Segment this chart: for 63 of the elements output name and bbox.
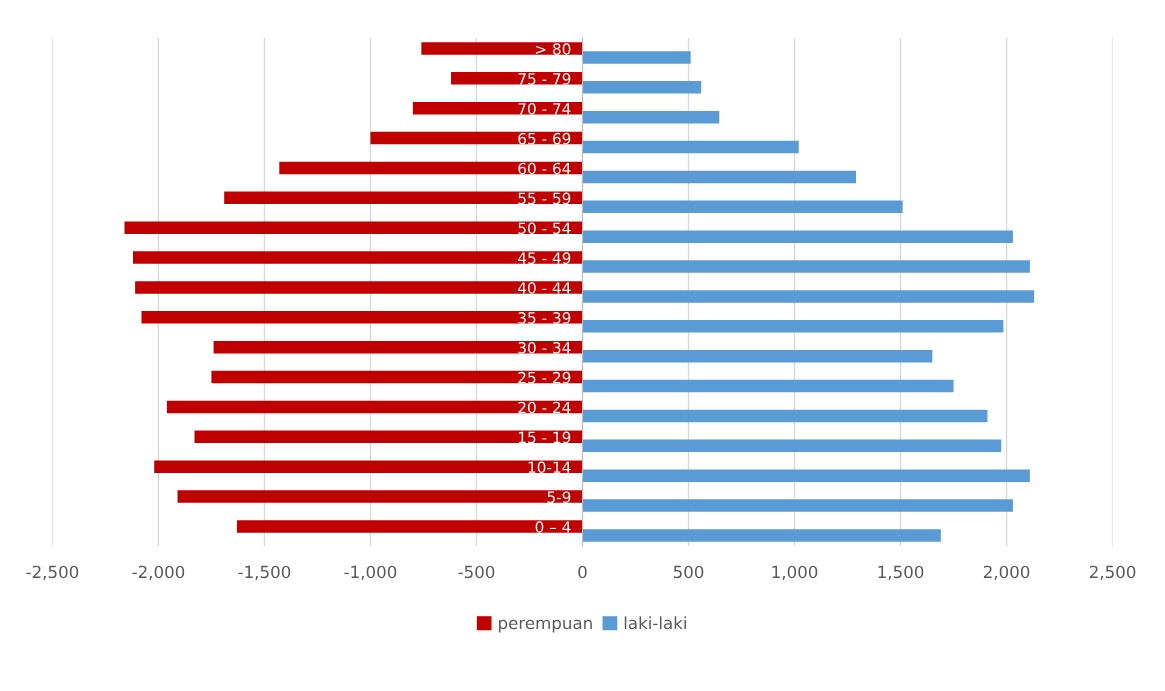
x-tick-label: 1,500 bbox=[878, 565, 924, 580]
y-tick-label: 60 - 64 bbox=[518, 162, 571, 175]
x-tick-label: -500 bbox=[458, 565, 495, 579]
bar bbox=[166, 400, 583, 414]
y-tick-label: 70 - 74 bbox=[518, 102, 571, 115]
bar bbox=[582, 110, 720, 124]
bar bbox=[370, 131, 583, 145]
y-tick-label: 25 - 29 bbox=[518, 371, 571, 384]
bar bbox=[582, 140, 799, 154]
y-tick-label: 75 - 79 bbox=[518, 73, 571, 85]
bar bbox=[451, 72, 583, 85]
bar bbox=[194, 430, 583, 444]
bar bbox=[279, 161, 583, 175]
x-tick-label: 2,000 bbox=[983, 565, 1030, 580]
y-tick-label: 55 - 59 bbox=[518, 192, 571, 205]
bar bbox=[582, 290, 1035, 303]
y-tick-label: 20 - 24 bbox=[518, 401, 571, 414]
y-tick-label: 5-9 bbox=[547, 491, 571, 503]
bar bbox=[582, 349, 933, 363]
bar bbox=[177, 490, 583, 503]
x-tick-label: -2,500 bbox=[26, 565, 79, 580]
bar bbox=[236, 520, 583, 533]
y-tick-label: 65 - 69 bbox=[518, 132, 571, 145]
y-tick-label: 50 - 54 bbox=[518, 222, 571, 235]
x-tick-label: 1,000 bbox=[772, 565, 818, 580]
legend-label: perempuan bbox=[499, 619, 592, 633]
bar bbox=[211, 370, 583, 384]
y-tick-label: 30 - 34 bbox=[518, 342, 571, 354]
bar bbox=[224, 191, 583, 205]
bar bbox=[582, 170, 857, 184]
y-tick-label: 40 - 44 bbox=[518, 282, 571, 294]
y-tick-label: 35 - 39 bbox=[518, 312, 571, 324]
x-tick-label: 500 bbox=[673, 565, 704, 579]
bar bbox=[582, 230, 1013, 243]
y-tick-label: 10-14 bbox=[528, 461, 571, 474]
y-tick-label: 45 - 49 bbox=[518, 252, 571, 264]
legend-label: laki-laki bbox=[624, 616, 686, 630]
bar bbox=[582, 409, 988, 423]
bar bbox=[582, 499, 1013, 512]
y-tick-label: > 80 bbox=[535, 43, 571, 55]
bar bbox=[135, 281, 583, 294]
bar bbox=[582, 439, 1002, 453]
bar bbox=[582, 379, 954, 393]
y-tick-label: 0 – 4 bbox=[535, 521, 571, 533]
x-tick-label: -1,000 bbox=[344, 565, 397, 580]
bar bbox=[124, 221, 583, 234]
bar bbox=[213, 340, 583, 354]
bar bbox=[421, 42, 583, 55]
bar bbox=[582, 469, 1030, 482]
bar bbox=[582, 81, 702, 94]
x-tick-label: -1,500 bbox=[238, 565, 291, 580]
bar bbox=[582, 51, 691, 64]
x-tick-label: -2,000 bbox=[132, 565, 185, 580]
x-tick-label: 0 bbox=[578, 565, 587, 579]
bar bbox=[141, 311, 583, 324]
bar bbox=[582, 200, 903, 214]
bar bbox=[133, 251, 583, 264]
bar bbox=[154, 460, 583, 473]
bar bbox=[582, 320, 1004, 333]
y-tick-label: 15 - 19 bbox=[518, 431, 571, 444]
bar bbox=[582, 529, 941, 542]
x-tick-label: 2,500 bbox=[1089, 565, 1136, 580]
bar bbox=[582, 260, 1030, 273]
